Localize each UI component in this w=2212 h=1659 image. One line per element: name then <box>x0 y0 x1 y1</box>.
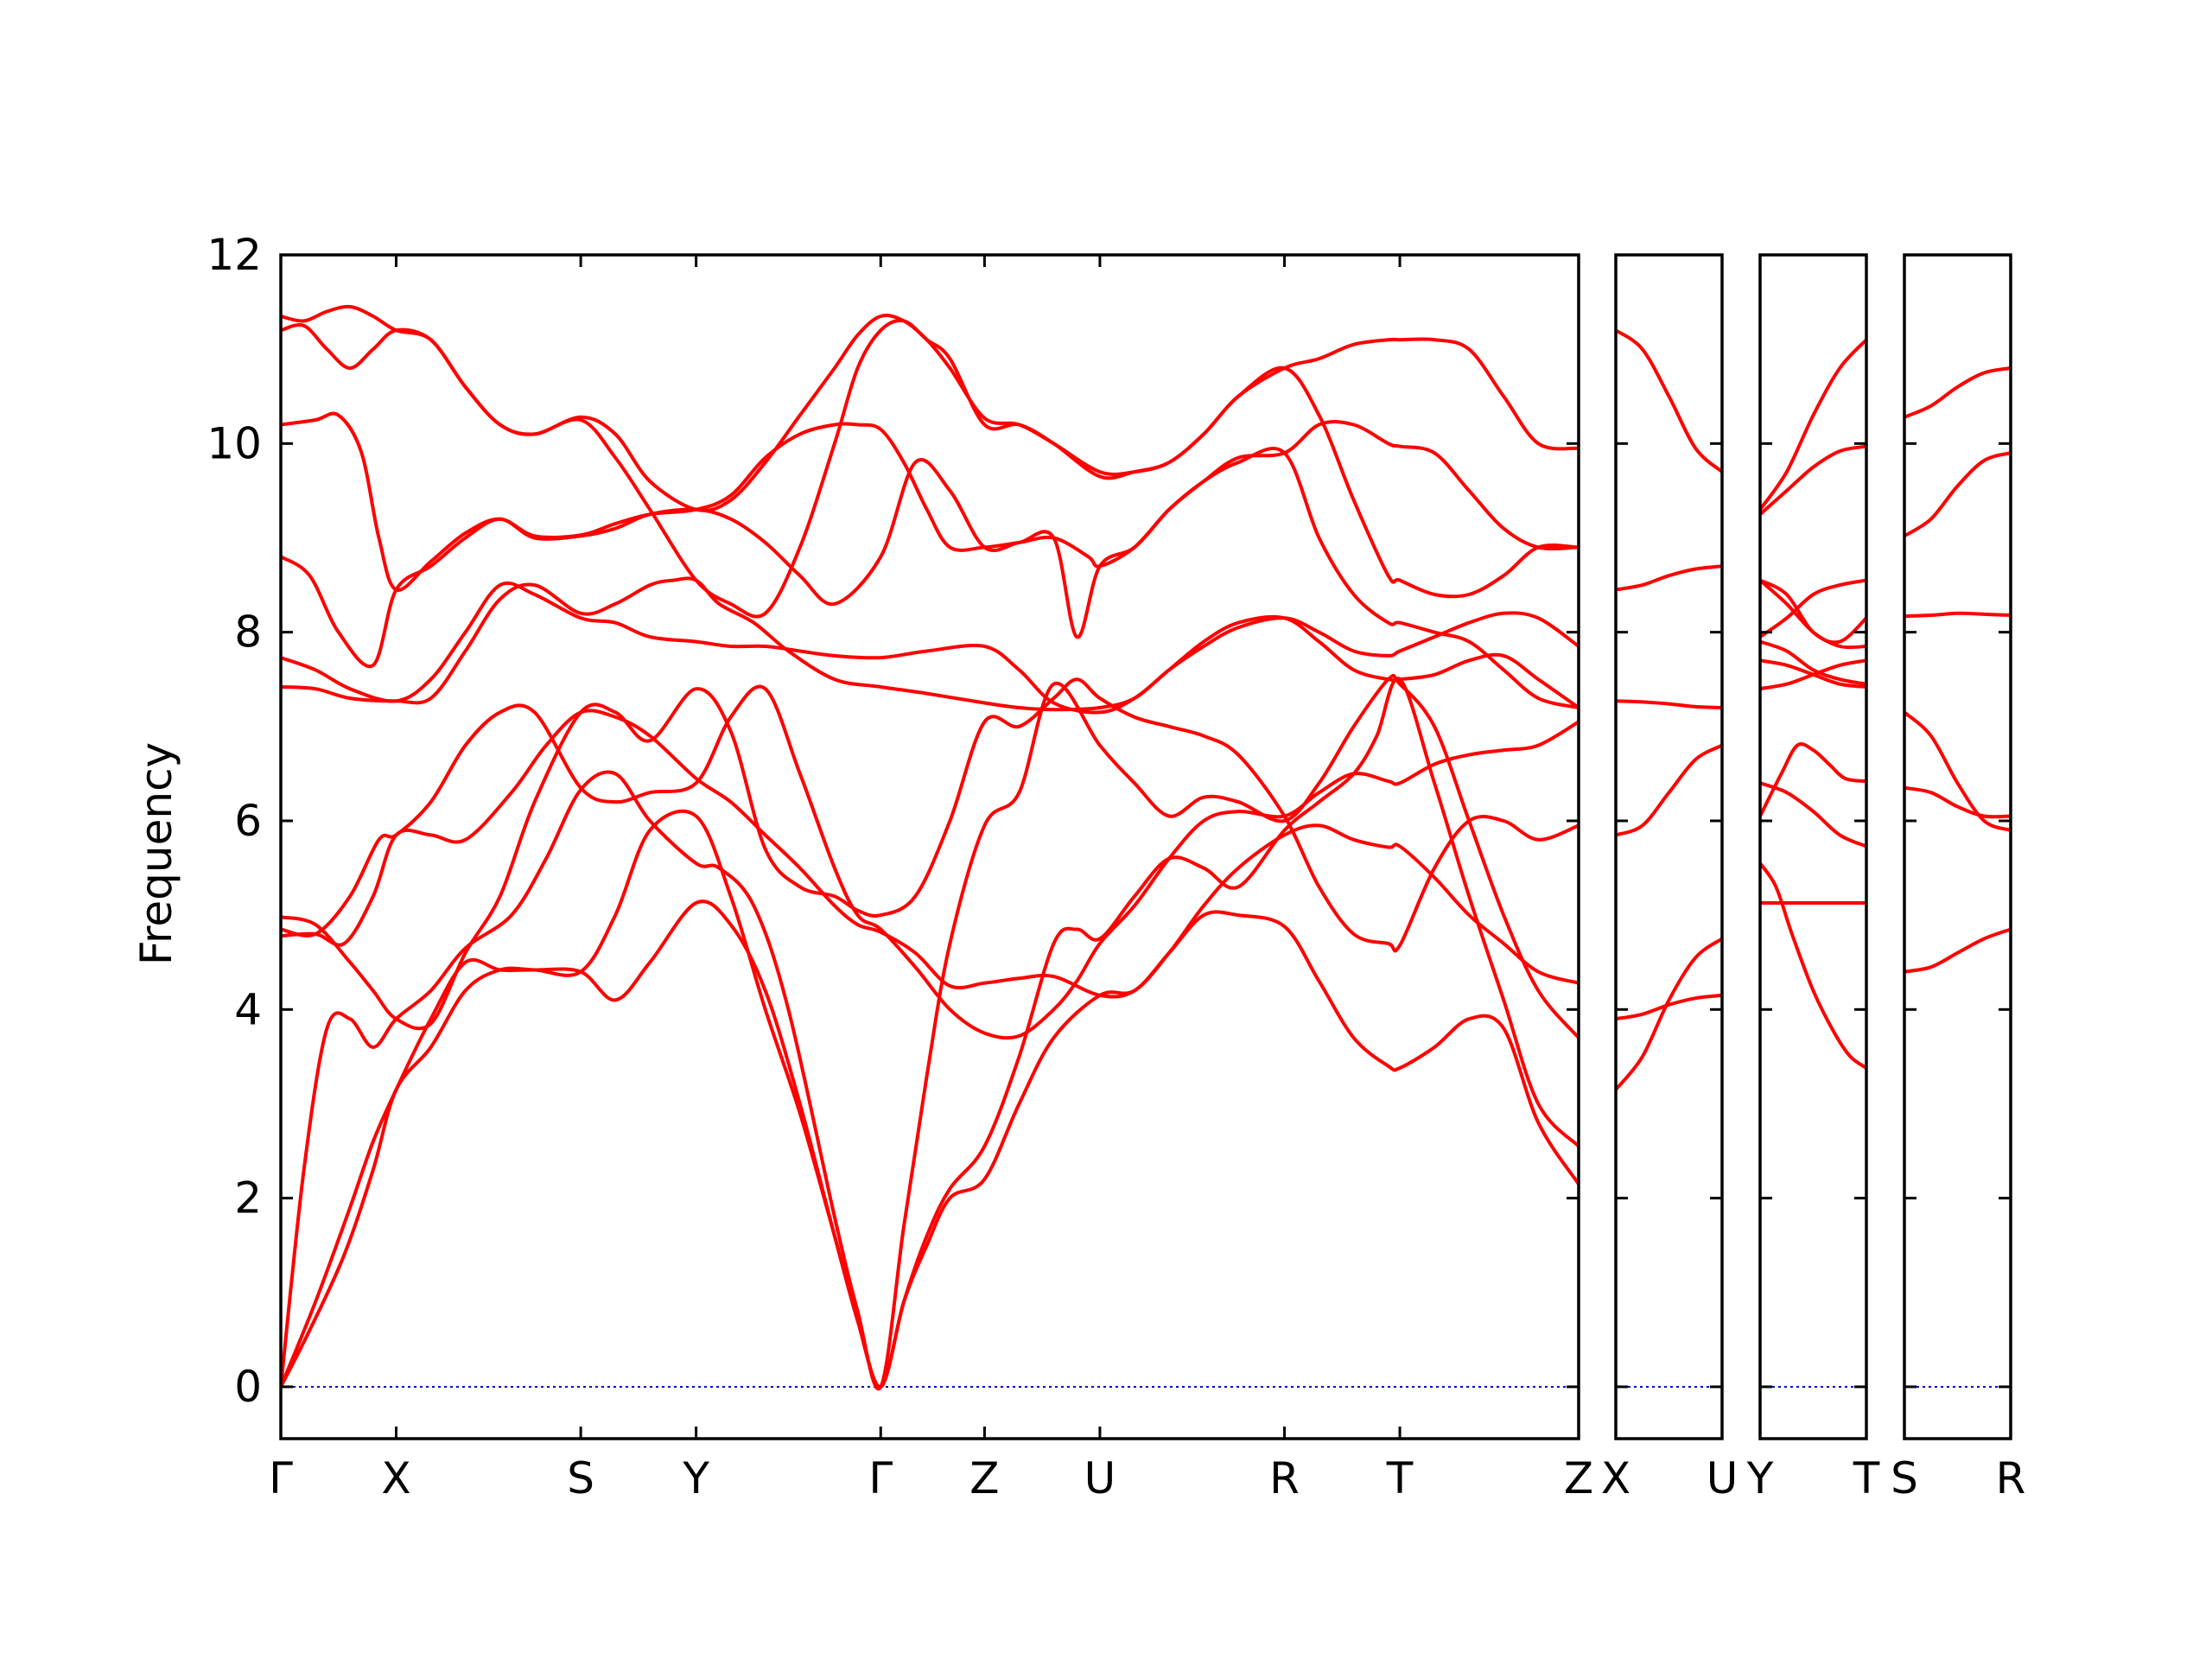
x-tick-label: Y <box>682 1453 709 1503</box>
band-SR-1 <box>1904 927 2011 974</box>
band-main-7 <box>281 576 1579 712</box>
x-tick-label: R <box>1996 1453 2026 1503</box>
band-YT-4 <box>1760 781 1866 849</box>
x-tick-label: Z <box>1564 1453 1593 1503</box>
x-tick-label: Γ <box>868 1453 893 1503</box>
band-XU-6 <box>1616 328 1722 474</box>
band-main-9 <box>281 447 1579 709</box>
band-YT-9 <box>1760 578 1866 650</box>
panel-main: Γ X S Y Γ Z U R T Z 0 2 4 6 8 10 12 <box>207 230 1593 1503</box>
y-tick-label: 12 <box>207 230 262 280</box>
band-main-6 <box>281 677 1579 1031</box>
band-main-5 <box>281 684 1579 1040</box>
band-SR-6 <box>1904 366 2011 419</box>
band-YT-10 <box>1760 578 1866 645</box>
band-XU-3 <box>1616 743 1722 837</box>
x-tick-label: R <box>1269 1453 1300 1503</box>
band-YT-8 <box>1760 578 1866 639</box>
band-YT-3 <box>1760 742 1866 818</box>
panel-frame <box>1758 253 1868 1440</box>
band-YT-11 <box>1760 444 1866 517</box>
band-main-2 <box>281 677 1579 1389</box>
band-main-8 <box>281 581 1579 715</box>
panel-frame <box>1903 253 2012 1440</box>
band-YT-6 <box>1760 658 1866 689</box>
panel-frame <box>279 253 1580 1440</box>
band-SR-2 <box>1904 785 2011 819</box>
x-tick-label: T <box>1853 1453 1880 1503</box>
band-SR-4 <box>1904 611 2011 619</box>
band-SR-3 <box>1904 710 2011 832</box>
x-tick-label: Y <box>1746 1453 1774 1503</box>
band-YT-1 <box>1760 861 1866 1070</box>
band-YT-7 <box>1760 639 1866 686</box>
x-tick-label: T <box>1386 1453 1414 1503</box>
x-tick-label: U <box>1084 1453 1116 1503</box>
y-tick-label: 8 <box>234 607 262 658</box>
y-tick-label: 4 <box>234 984 262 1034</box>
x-tick-label: S <box>1891 1453 1918 1503</box>
panel-frame <box>1614 253 1724 1440</box>
band-group <box>281 304 1579 1391</box>
band-XU-5 <box>1616 564 1722 592</box>
y-tick-label: 10 <box>207 418 262 468</box>
x-tick-label: X <box>1601 1453 1630 1503</box>
y-tick-label: 0 <box>234 1362 262 1412</box>
band-main-12 <box>281 304 1579 599</box>
band-main-4 <box>281 709 1579 999</box>
x-tick-label: Z <box>969 1453 999 1503</box>
y-tick-label: 6 <box>234 796 262 846</box>
band-SR-5 <box>1904 451 2011 538</box>
band-main-3 <box>281 673 1579 1391</box>
band-main-10 <box>281 411 1579 592</box>
x-tick-label: U <box>1707 1453 1738 1503</box>
band-main-1 <box>281 899 1579 1389</box>
band-group <box>1616 328 1722 1092</box>
band-group <box>1904 366 2011 974</box>
x-tick-label: X <box>381 1453 410 1503</box>
band-XU-4 <box>1616 699 1722 709</box>
band-XU-2 <box>1616 993 1722 1021</box>
band-group <box>1760 338 1866 1070</box>
band-main-11 <box>281 318 1579 619</box>
band-XU-1 <box>1616 937 1722 1092</box>
x-tick-label: Γ <box>269 1453 293 1503</box>
band-YT-12 <box>1760 338 1866 512</box>
y-axis-label: Frequency <box>131 742 181 965</box>
x-tick-label: S <box>567 1453 594 1503</box>
y-tick-label: 2 <box>234 1173 262 1224</box>
